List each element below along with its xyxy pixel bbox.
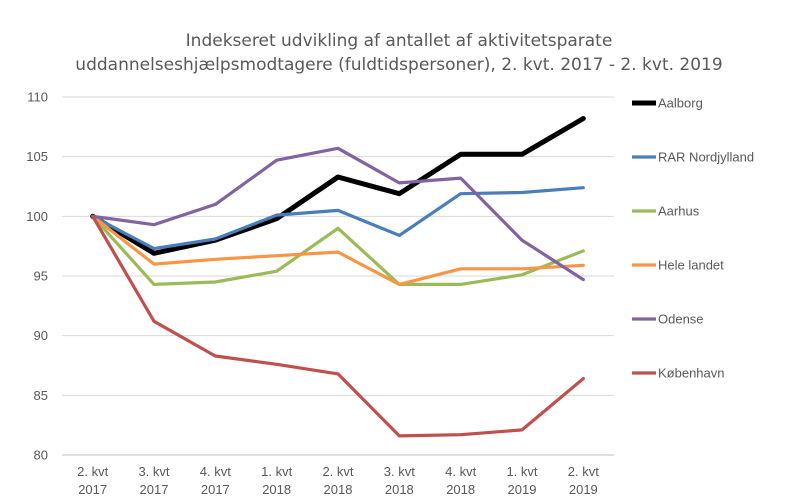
x-tick-label: 4. kvt [445, 464, 476, 479]
chart-title: Indekseret udvikling af antallet af akti… [75, 31, 722, 75]
legend-label-aalborg: Aalborg [658, 96, 703, 111]
y-tick-label: 105 [26, 149, 48, 164]
series-line-odense [91, 146, 585, 282]
y-tick-label: 110 [27, 90, 48, 105]
x-tick-label: 2018 [262, 482, 291, 497]
x-tick-label: 2. kvt [77, 464, 108, 479]
x-tick-label: 3. kvt [384, 464, 415, 479]
legend: Aalborg RAR Nordjylland Aarhus Hele landet O… [632, 96, 754, 381]
x-tick-label: 1. kvt [261, 464, 292, 479]
series-line-københavn [91, 214, 585, 438]
y-tick-label: 85 [34, 388, 48, 403]
x-tick-label: 2018 [324, 482, 353, 497]
y-tick-label: 90 [34, 328, 48, 343]
x-tick-label: 4. kvt [200, 464, 231, 479]
y-tick-label: 80 [34, 448, 48, 463]
x-tick-label: 2019 [569, 482, 598, 497]
x-tick-label: 2019 [508, 482, 537, 497]
series-line-rar-nordjylland [91, 186, 585, 251]
legend-label-hele-landet: Hele landet [658, 258, 724, 273]
x-tick-label: 2017 [201, 482, 230, 497]
gridlines [62, 96, 614, 456]
x-tick-label: 2017 [78, 482, 107, 497]
x-axis-tick-labels: 2. kvt 2017 3. kvt 2017 4. kvt 2017 1. kvt 2018… [77, 464, 599, 497]
y-axis-tick-labels: 80 85 90 95 100 105 110 [26, 90, 48, 463]
series-line-aalborg [90, 116, 586, 256]
series-lines [90, 116, 586, 438]
x-tick-label: 3. kvt [138, 464, 169, 479]
y-tick-label: 100 [26, 209, 48, 224]
x-tick-label: 2018 [446, 482, 475, 497]
legend-label-odense: Odense [658, 312, 704, 327]
x-tick-label: 2. kvt [322, 464, 353, 479]
x-tick-label: 2. kvt [568, 464, 599, 479]
x-tick-label: 2018 [385, 482, 414, 497]
y-tick-label: 95 [34, 269, 48, 284]
x-tick-label: 2017 [140, 482, 169, 497]
chart-title-line-2: uddannelseshjælpsmodtagere (fuldtidspers… [75, 55, 722, 75]
series-line-aarhus [91, 214, 585, 286]
chart-title-line-1: Indekseret udvikling af antallet af akti… [186, 31, 613, 51]
legend-label-rar-nordjylland: RAR Nordjylland [658, 150, 754, 165]
x-tick-label: 1. kvt [506, 464, 537, 479]
legend-label-aarhus: Aarhus [658, 204, 700, 219]
legend-label-københavn: København [658, 366, 725, 381]
series-line-hele-landet [91, 214, 585, 286]
